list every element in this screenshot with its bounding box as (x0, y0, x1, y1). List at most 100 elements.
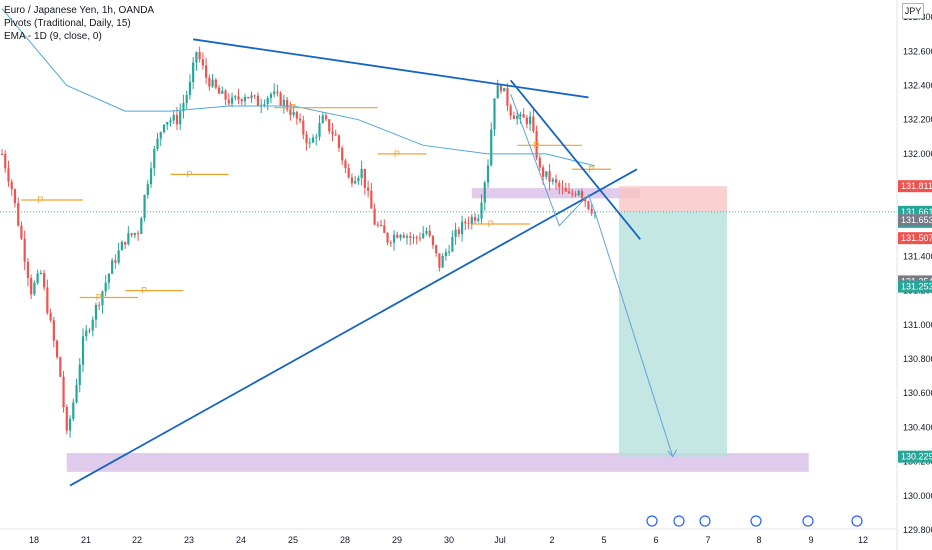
candle-body[interactable] (10, 181, 13, 190)
candle-body[interactable] (192, 62, 195, 83)
economic-event-icon[interactable] (802, 515, 814, 527)
candle-body[interactable] (111, 260, 114, 274)
candle-body[interactable] (363, 168, 366, 188)
candle-body[interactable] (331, 131, 334, 135)
candle-body[interactable] (256, 95, 260, 106)
candle-body[interactable] (198, 52, 201, 60)
candle-body[interactable] (529, 116, 532, 125)
candle-body[interactable] (208, 77, 211, 87)
candle-body[interactable] (23, 238, 26, 262)
candle-body[interactable] (205, 65, 208, 78)
trendline[interactable] (69, 168, 638, 487)
candle-body[interactable] (347, 168, 350, 178)
candle-body[interactable] (279, 92, 282, 106)
candle-body[interactable] (558, 182, 561, 188)
candle-body[interactable] (55, 340, 59, 358)
candle-body[interactable] (169, 120, 172, 123)
candle-body[interactable] (386, 232, 389, 243)
candle-body[interactable] (512, 115, 516, 119)
candle-body[interactable] (379, 224, 383, 226)
candle-body[interactable] (389, 242, 392, 244)
candle-body[interactable] (36, 273, 39, 283)
candle-body[interactable] (49, 312, 52, 321)
economic-event-icon[interactable] (851, 515, 863, 527)
candle-body[interactable] (370, 190, 373, 209)
candle-body[interactable] (315, 136, 318, 138)
candle-body[interactable] (7, 168, 10, 182)
candle-body[interactable] (4, 153, 7, 169)
candle-body[interactable] (217, 87, 221, 94)
ema-indicator-label[interactable]: EMA - 1D (9, close, 0) (4, 31, 102, 42)
candle-body[interactable] (101, 291, 104, 306)
candle-body[interactable] (580, 191, 584, 198)
candle-body[interactable] (250, 95, 253, 99)
economic-event-icon[interactable] (699, 515, 711, 527)
candle-body[interactable] (52, 320, 55, 341)
candle-body[interactable] (269, 94, 273, 99)
candle-body[interactable] (260, 104, 263, 106)
candle-body[interactable] (373, 208, 376, 225)
candle-body[interactable] (444, 252, 447, 256)
candle-body[interactable] (516, 116, 519, 119)
candle-body[interactable] (457, 229, 460, 235)
support-resistance-zone[interactable] (66, 453, 809, 472)
candle-body[interactable] (311, 137, 315, 143)
candle-body[interactable] (188, 82, 192, 96)
candle-body[interactable] (75, 384, 78, 403)
candle-body[interactable] (470, 216, 473, 225)
candle-body[interactable] (81, 336, 85, 365)
candle-body[interactable] (253, 95, 256, 97)
candle-body[interactable] (535, 131, 538, 158)
candle-body[interactable] (525, 117, 528, 125)
candle-body[interactable] (13, 189, 17, 204)
candle-body[interactable] (227, 99, 230, 104)
candle-body[interactable] (127, 233, 130, 245)
candle-body[interactable] (17, 203, 20, 226)
candle-body[interactable] (431, 236, 435, 246)
candle-body[interactable] (289, 109, 292, 116)
candle-body[interactable] (499, 85, 503, 92)
candle-body[interactable] (350, 177, 354, 184)
candle-body[interactable] (506, 88, 509, 106)
candle-body[interactable] (221, 90, 224, 94)
candle-body[interactable] (43, 272, 46, 288)
candle-body[interactable] (282, 99, 285, 106)
candle-body[interactable] (577, 191, 580, 196)
candle-body[interactable] (263, 103, 266, 105)
candle-body[interactable] (435, 245, 438, 254)
candle-body[interactable] (98, 304, 101, 306)
candle-body[interactable] (72, 402, 75, 419)
candle-body[interactable] (522, 114, 525, 118)
candle-body[interactable] (545, 171, 548, 177)
candle-body[interactable] (276, 91, 279, 93)
support-resistance-zone[interactable] (471, 188, 641, 199)
candle-body[interactable] (39, 272, 42, 274)
candle-body[interactable] (496, 85, 499, 99)
candle-body[interactable] (561, 187, 564, 189)
candle-body[interactable] (302, 120, 305, 135)
candle-body[interactable] (509, 105, 512, 116)
candle-body[interactable] (324, 115, 328, 120)
candle-body[interactable] (133, 233, 136, 236)
candle-body[interactable] (65, 407, 68, 431)
candle-body[interactable] (166, 122, 169, 125)
candle-body[interactable] (124, 241, 127, 245)
candle-body[interactable] (564, 187, 567, 192)
pivots-indicator-label[interactable]: Pivots (Traditional, Daily, 15) (4, 18, 131, 29)
candle-body[interactable] (392, 234, 396, 243)
candle-body[interactable] (554, 179, 558, 183)
candle-body[interactable] (62, 376, 65, 408)
candle-body[interactable] (136, 233, 140, 235)
candle-body[interactable] (20, 225, 23, 239)
candle-body[interactable] (140, 218, 143, 235)
candle-body[interactable] (46, 287, 49, 313)
candle-body[interactable] (201, 59, 204, 66)
candle-body[interactable] (107, 273, 111, 283)
candle-body[interactable] (551, 179, 554, 182)
candle-body[interactable] (159, 132, 162, 139)
candle-body[interactable] (308, 142, 311, 144)
projection-path[interactable] (510, 93, 674, 457)
candle-body[interactable] (292, 111, 295, 116)
economic-event-icon[interactable] (646, 515, 658, 527)
